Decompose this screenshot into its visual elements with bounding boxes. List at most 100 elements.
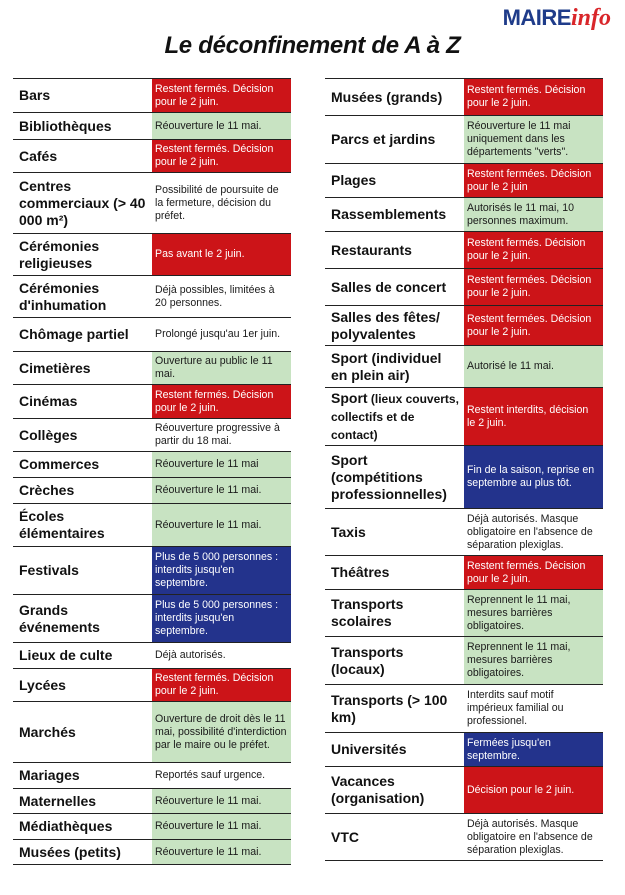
row-status: Restent fermés. Décision pour le 2 juin. <box>152 669 291 701</box>
logo-maire-text: MAIRE <box>502 5 572 30</box>
row-label: Sport (individuel en plein air) <box>331 349 442 383</box>
table-row: Sport (lieux couverts, collectifs et de … <box>325 387 603 445</box>
row-label: Parcs et jardins <box>331 131 436 147</box>
row-status: Déjà autorisés. <box>152 643 291 668</box>
row-label: Transports scolaires <box>331 596 404 629</box>
row-status: Restent fermés. Décision pour le 2 juin. <box>464 556 603 589</box>
row-label: Cimetières <box>19 359 91 376</box>
row-label: Musées (petits) <box>19 843 121 860</box>
row-label: Médiathèques <box>19 818 113 834</box>
row-status: Réouverture le 11 mai. <box>152 814 291 839</box>
row-label: Marchés <box>19 723 76 740</box>
table-row: Restaurants Restent fermés. Décision pour… <box>325 231 603 268</box>
table-row: Mariages Reportés sauf urgence. <box>13 762 291 788</box>
row-label: Salles de concert <box>331 278 447 295</box>
table-row: Sport (individuel en plein air) Autorisé … <box>325 345 603 387</box>
row-label: Bars <box>19 87 51 103</box>
row-status: Restent fermées. Décision pour le 2 juin… <box>464 269 603 305</box>
row-status: Fermées jusqu'en septembre. <box>464 733 603 766</box>
row-status: Fin de la saison, reprise en septembre a… <box>464 446 603 508</box>
row-label: Lieux de culte <box>19 647 113 663</box>
table-row: Marchés Ouverture de droit dès le 11 mai,… <box>13 701 291 762</box>
table-row: Musées (grands) Restent fermés. Décision … <box>325 78 603 115</box>
table-row: Salles de concert Restent fermées. Décisi… <box>325 268 603 305</box>
row-status: Réouverture le 11 mai. <box>152 478 291 503</box>
row-label: Restaurants <box>331 241 412 258</box>
row-status: Ouverture au public le 11 mai. <box>152 352 291 384</box>
left-column: Bars Restent fermés. Décision pour le 2 j… <box>13 78 291 865</box>
table-row: Musées (petits) Réouverture le 11 mai. <box>13 839 291 865</box>
mairie-info-logo: MAIREinfo <box>503 6 611 30</box>
table-row: Parcs et jardins Réouverture le 11 mai un… <box>325 115 603 163</box>
table-row: Médiathèques Réouverture le 11 mai. <box>13 813 291 839</box>
table-row: Bibliothèques Réouverture le 11 mai. <box>13 112 291 139</box>
row-status: Reprennent le 11 mai, mesures barrières … <box>464 637 603 684</box>
logo-info-text: info <box>570 5 611 31</box>
row-label: Salles des fêtes/ polyvalentes <box>331 308 440 342</box>
table-row: Lycées Restent fermés. Décision pour le 2… <box>13 668 291 701</box>
row-label: Universités <box>331 741 407 757</box>
row-status: Restent fermés. Décision pour le 2 juin. <box>464 79 603 115</box>
row-label: Rassemblements <box>331 206 447 222</box>
row-label: Taxis <box>331 523 366 540</box>
table-row: Transports scolaires Reprennent le 11 mai… <box>325 589 603 636</box>
table-row: Cimetières Ouverture au public le 11 mai. <box>13 351 291 384</box>
row-label: Commerces <box>19 456 100 472</box>
table-row: Chômage partiel Prolongé jusqu'au 1er jui… <box>13 317 291 351</box>
row-label: Collèges <box>19 426 78 443</box>
row-status: Décision pour le 2 juin. <box>464 767 603 813</box>
row-status: Réouverture le 11 mai <box>152 452 291 477</box>
row-status: Restent fermés. Décision pour le 2 juin. <box>152 79 291 112</box>
table-row: Rassemblements Autorisés le 11 mai, 10 pe… <box>325 197 603 231</box>
row-label: Grands événements <box>19 601 100 635</box>
row-status: Restent fermés. Décision pour le 2 juin. <box>152 385 291 418</box>
row-status: Réouverture le 11 mai uniquement dans le… <box>464 116 603 163</box>
table-row: Bars Restent fermés. Décision pour le 2 j… <box>13 78 291 112</box>
table-row: Taxis Déjà autorisés. Masque obligatoire … <box>325 508 603 555</box>
row-status: Réouverture le 11 mai. <box>152 840 291 864</box>
row-status: Réouverture progressive à partir du 18 m… <box>152 419 291 451</box>
table-row: Théâtres Restent fermés. Décision pour le… <box>325 555 603 589</box>
table-row: Universités Fermées jusqu'en septembre. <box>325 732 603 766</box>
row-status: Reportés sauf urgence. <box>152 763 291 788</box>
row-status: Restent fermées. Décision pour le 2 juin <box>464 164 603 197</box>
table-row: Crèches Réouverture le 11 mai. <box>13 477 291 503</box>
row-label: Maternelles <box>19 792 97 809</box>
table-row: Transports (> 100 km) Interdits sauf moti… <box>325 684 603 732</box>
row-status: Ouverture de droit dès le 11 mai, possib… <box>152 702 291 762</box>
table-row: Transports (locaux) Reprennent le 11 mai,… <box>325 636 603 684</box>
row-status: Déjà autorisés. Masque obligatoire en l'… <box>464 814 603 860</box>
table-row: Vacances (organisation) Décision pour le … <box>325 766 603 813</box>
table-row: Sport (compétitions professionnelles) Fin… <box>325 445 603 508</box>
row-status: Prolongé jusqu'au 1er juin. <box>152 318 291 351</box>
row-label: Théâtres <box>331 564 390 580</box>
right-column: Musées (grands) Restent fermés. Décision … <box>325 78 603 861</box>
row-label: Transports (locaux) <box>331 643 404 677</box>
row-label: Mariages <box>19 767 80 783</box>
row-status: Réouverture le 11 mai. <box>152 113 291 139</box>
row-label: Écoles élémentaires <box>19 508 105 541</box>
row-status: Autorisé le 11 mai. <box>464 346 603 387</box>
row-status: Autorisés le 11 mai, 10 personnes maximu… <box>464 198 603 231</box>
row-status: Interdits sauf motif impérieux familial … <box>464 685 603 732</box>
row-label: Chômage partiel <box>19 326 129 342</box>
row-status: Restent fermées. Décision pour le 2 juin… <box>464 306 603 345</box>
table-row: Centres commerciaux (> 40 000 m²) Possibi… <box>13 172 291 233</box>
row-status: Déjà possibles, limitées à 20 personnes. <box>152 276 291 317</box>
table-row: Collèges Réouverture progressive à partir… <box>13 418 291 451</box>
row-status: Plus de 5 000 personnes : interdits jusq… <box>152 595 291 642</box>
row-label: Cafés <box>19 147 58 164</box>
row-label: Lycées <box>19 676 66 693</box>
table-row: Festivals Plus de 5 000 personnes : inter… <box>13 546 291 594</box>
table-row: Écoles élémentaires Réouverture le 11 mai… <box>13 503 291 546</box>
table-row: Cafés Restent fermés. Décision pour le 2 … <box>13 139 291 172</box>
row-status: Déjà autorisés. Masque obligatoire en l'… <box>464 509 603 555</box>
row-label: Sport (compétitions professionnelles) <box>331 451 447 502</box>
row-label: Crèches <box>19 482 75 498</box>
row-label: Plages <box>331 172 377 188</box>
row-label: Musées (grands) <box>331 88 443 105</box>
row-label: Cérémonies d'inhumation <box>19 279 107 313</box>
table-row: Cérémonies d'inhumation Déjà possibles, l… <box>13 275 291 317</box>
row-status: Pas avant le 2 juin. <box>152 234 291 275</box>
table-row: Lieux de culte Déjà autorisés. <box>13 642 291 668</box>
